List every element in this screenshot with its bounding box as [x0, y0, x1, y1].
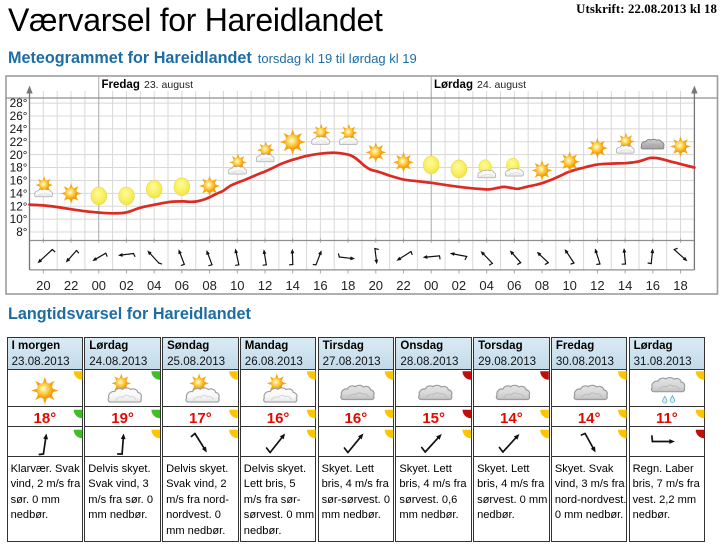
svg-text:20°: 20° [10, 148, 28, 162]
svg-text:10: 10 [230, 278, 244, 293]
svg-text:22: 22 [64, 278, 78, 293]
svg-text:08: 08 [202, 278, 216, 293]
svg-text:14: 14 [618, 278, 632, 293]
svg-text:14°: 14° [10, 186, 28, 200]
svg-text:24. august: 24. august [477, 79, 526, 91]
svg-text:16: 16 [646, 278, 660, 293]
svg-text:22: 22 [396, 278, 410, 293]
svg-text:06: 06 [175, 278, 189, 293]
svg-text:12: 12 [258, 278, 272, 293]
svg-text:28°: 28° [10, 96, 28, 110]
svg-text:14: 14 [285, 278, 299, 293]
svg-text:06: 06 [507, 278, 521, 293]
svg-text:23. august: 23. august [144, 79, 193, 91]
svg-text:8°: 8° [16, 225, 28, 239]
svg-text:10: 10 [562, 278, 576, 293]
svg-text:12°: 12° [10, 199, 28, 213]
svg-text:18°: 18° [10, 161, 28, 175]
svg-text:00: 00 [424, 278, 438, 293]
svg-text:24°: 24° [10, 122, 28, 136]
svg-text:10°: 10° [10, 212, 28, 226]
svg-text:16°: 16° [10, 174, 28, 188]
svg-text:Fredag: Fredag [102, 79, 140, 91]
svg-text:22°: 22° [10, 135, 28, 149]
svg-text:08: 08 [535, 278, 549, 293]
svg-text:12: 12 [590, 278, 604, 293]
svg-text:26°: 26° [10, 109, 28, 123]
svg-text:00: 00 [92, 278, 106, 293]
svg-text:Lørdag: Lørdag [434, 79, 473, 91]
svg-text:16: 16 [313, 278, 327, 293]
svg-text:18: 18 [673, 278, 687, 293]
svg-text:02: 02 [119, 278, 133, 293]
svg-text:20: 20 [36, 278, 50, 293]
svg-text:04: 04 [479, 278, 493, 293]
svg-text:18: 18 [341, 278, 355, 293]
svg-text:20: 20 [369, 278, 383, 293]
svg-text:02: 02 [452, 278, 466, 293]
svg-text:04: 04 [147, 278, 161, 293]
